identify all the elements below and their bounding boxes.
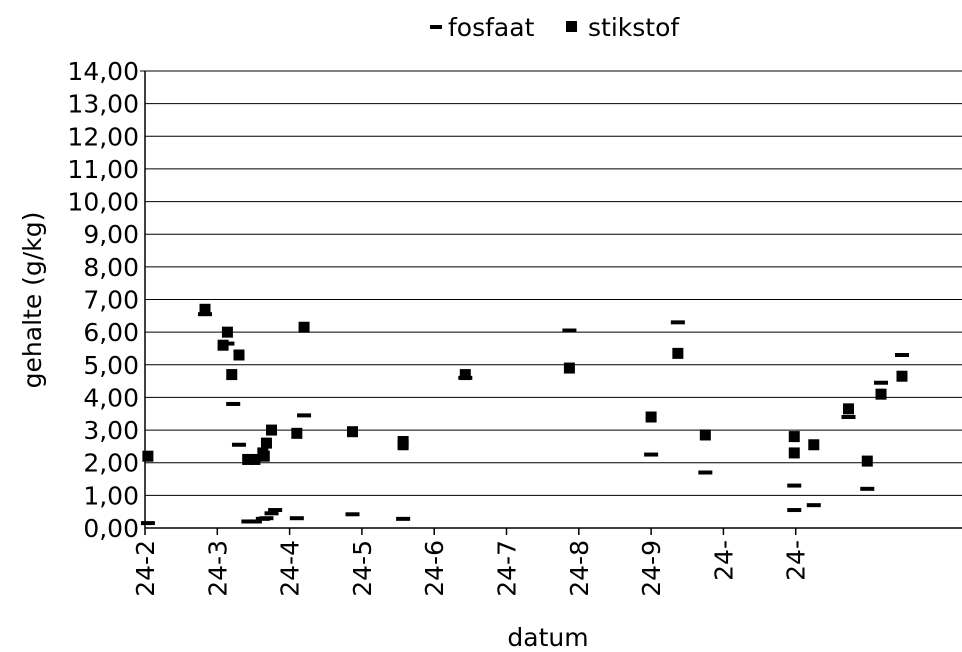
y-tick-labels: 0,00 1,00 2,00 3,00 4,00 5,00 6,00 7,00 8,00 9,00…	[67, 57, 139, 543]
stikstof-point	[266, 424, 278, 436]
stikstof-point	[142, 450, 154, 462]
y-tick-label: 8,00	[83, 253, 139, 282]
stikstof-point	[397, 439, 409, 451]
x-tick-label: 24-	[782, 540, 811, 581]
stikstof-point	[221, 326, 233, 338]
x-tick-label: 24-3	[203, 540, 232, 597]
y-tick-label: 5,00	[83, 351, 139, 380]
y-tick-label: 1,00	[83, 481, 139, 510]
fosfaat-point	[297, 413, 312, 418]
stikstof-point	[298, 321, 310, 333]
y-tick-label: 12,00	[67, 122, 139, 151]
series-fosfaat	[140, 312, 909, 526]
stikstof-point	[291, 427, 303, 439]
stikstof-point	[842, 403, 854, 415]
stikstof-point	[233, 349, 245, 361]
fosfaat-point	[698, 470, 713, 475]
stikstof-point	[788, 431, 800, 443]
x-tick-label: 24-2	[131, 540, 160, 597]
x-tick-label: 24-6	[420, 540, 449, 597]
fosfaat-point	[562, 328, 577, 333]
fosfaat-point	[841, 415, 856, 420]
x-tick-label: 24-8	[565, 540, 594, 597]
fosfaat-point	[264, 511, 279, 516]
x-tick-label: 24-7	[493, 540, 522, 597]
stikstof-point	[645, 411, 657, 423]
stikstof-point	[347, 426, 359, 438]
fosfaat-point	[874, 380, 889, 385]
x-tick-label: 24-9	[637, 540, 666, 597]
fosfaat-point	[268, 508, 283, 513]
fosfaat-point	[644, 452, 659, 457]
stikstof-point	[896, 370, 908, 382]
stikstof-point	[699, 429, 711, 441]
fosfaat-point	[140, 521, 155, 526]
y-tick-label: 9,00	[83, 220, 139, 249]
fosfaat-point	[345, 512, 360, 517]
stikstof-point	[563, 362, 575, 374]
gridlines	[145, 70, 962, 496]
stikstof-point	[258, 450, 270, 462]
y-tick-label: 2,00	[83, 449, 139, 478]
stikstof-point	[199, 303, 211, 315]
legend-marker-stikstof	[566, 21, 577, 32]
y-tick-label: 11,00	[67, 155, 139, 184]
x-tick-labels: 24-2 24-3 24-4 24-5 24-6 24-7 24-8 24-9 24- 24-	[131, 540, 811, 597]
y-tick-label: 4,00	[83, 383, 139, 412]
stikstof-point	[242, 453, 254, 465]
fosfaat-point	[396, 516, 411, 521]
fosfaat-point	[259, 516, 274, 521]
stikstof-point	[249, 453, 261, 465]
y-tick-label: 14,00	[67, 57, 139, 86]
fosfaat-point	[806, 503, 821, 508]
stikstof-point	[226, 369, 238, 381]
y-tick-label: 7,00	[83, 286, 139, 315]
x-tick-marks	[144, 528, 797, 535]
fosfaat-point	[670, 320, 685, 325]
x-axis-title: datum	[507, 623, 588, 652]
y-tick-label: 0,00	[83, 514, 139, 543]
x-tick-label: 24-	[709, 540, 738, 581]
fosfaat-point	[247, 519, 262, 524]
y-tick-label: 10,00	[67, 188, 139, 217]
stikstof-point	[459, 369, 471, 381]
x-tick-label: 24-4	[276, 540, 305, 597]
legend-marker-fosfaat	[430, 25, 442, 29]
fosfaat-point	[226, 401, 241, 406]
series-stikstof	[142, 303, 908, 467]
fosfaat-point	[231, 442, 246, 447]
y-axis-title: gehalte (g/kg)	[18, 212, 47, 389]
legend-label-stikstof: stikstof	[588, 13, 680, 42]
legend-label-fosfaat: fosfaat	[448, 13, 535, 42]
y-tick-label: 13,00	[67, 90, 139, 119]
x-tick-label: 24-5	[348, 540, 377, 597]
stikstof-point	[808, 439, 820, 451]
legend: fosfaat stikstof	[430, 13, 680, 42]
stikstof-point	[260, 437, 272, 449]
y-tick-label: 6,00	[83, 318, 139, 347]
stikstof-point	[217, 339, 229, 351]
fosfaat-point	[787, 483, 802, 488]
fosfaat-point	[894, 352, 909, 357]
y-tick-label: 3,00	[83, 416, 139, 445]
stikstof-point	[861, 455, 873, 467]
stikstof-point	[875, 388, 887, 400]
fosfaat-point	[860, 486, 875, 491]
fosfaat-point	[289, 516, 304, 521]
stikstof-point	[788, 447, 800, 459]
fosfaat-point	[787, 508, 802, 513]
stikstof-point	[672, 347, 684, 359]
